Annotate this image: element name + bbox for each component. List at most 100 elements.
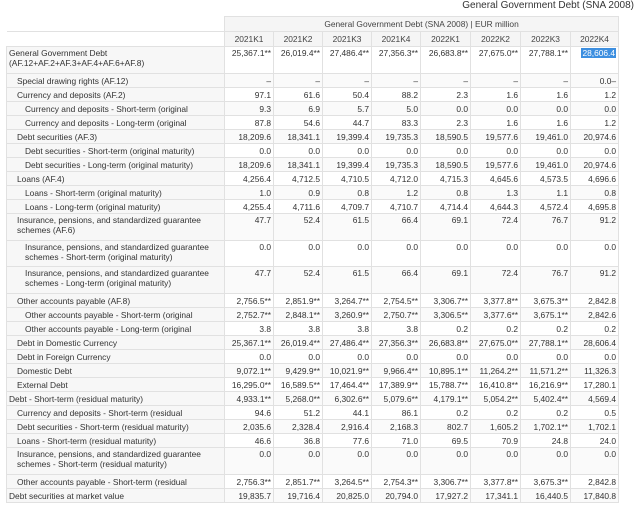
data-cell[interactable]: 0.2: [520, 405, 571, 421]
data-cell[interactable]: 0.2: [420, 405, 471, 421]
data-cell[interactable]: 10,895.1**: [420, 363, 471, 379]
data-cell[interactable]: 0.0–: [569, 72, 620, 88]
data-cell[interactable]: 17,927.2: [420, 487, 471, 503]
data-cell[interactable]: 3,260.9**: [322, 307, 372, 323]
data-cell[interactable]: 17,840.8: [569, 487, 620, 503]
data-cell[interactable]: 0.2: [470, 405, 521, 421]
data-cell[interactable]: 0.0: [322, 239, 372, 268]
data-cell[interactable]: 3,306.5**: [420, 307, 471, 323]
data-cell[interactable]: 94.6: [224, 405, 274, 421]
data-cell[interactable]: 27,788.1**: [520, 335, 571, 351]
data-cell[interactable]: 2,328.4: [273, 419, 323, 435]
data-cell[interactable]: 11,264.2**: [470, 363, 521, 379]
data-cell[interactable]: 5,268.0**: [273, 391, 323, 407]
data-cell[interactable]: 27,675.0**: [470, 46, 521, 74]
data-cell[interactable]: 18,590.5: [420, 128, 471, 144]
data-cell[interactable]: 11,326.3: [569, 363, 620, 379]
data-cell[interactable]: 18,590.5: [420, 156, 471, 172]
data-cell[interactable]: 76.7: [520, 266, 571, 295]
data-cell[interactable]: 87.8: [224, 114, 274, 130]
data-cell[interactable]: 3,264.5**: [322, 473, 372, 489]
data-cell[interactable]: 0.0: [273, 447, 323, 475]
data-cell[interactable]: 91.2: [569, 266, 620, 295]
data-cell[interactable]: 4,712.5: [273, 170, 323, 186]
data-cell[interactable]: 0.0: [520, 100, 571, 116]
data-cell[interactable]: 86.1: [371, 405, 421, 421]
data-cell[interactable]: 71.0: [371, 433, 421, 449]
data-cell[interactable]: 88.2: [371, 86, 421, 102]
data-cell[interactable]: 9,966.4**: [371, 363, 421, 379]
data-cell[interactable]: 4,256.4: [224, 170, 274, 186]
data-cell[interactable]: 0.0: [371, 447, 421, 475]
data-cell[interactable]: 18,341.1: [273, 128, 323, 144]
data-cell[interactable]: –: [420, 72, 471, 88]
data-cell[interactable]: 18,341.1: [273, 156, 323, 172]
data-cell[interactable]: 0.0: [470, 447, 521, 475]
data-cell[interactable]: 4,712.0: [371, 170, 421, 186]
data-cell[interactable]: 3,306.7**: [420, 293, 471, 309]
data-cell[interactable]: 0.0: [224, 447, 274, 475]
data-cell[interactable]: 3,377.8**: [470, 473, 521, 489]
data-cell[interactable]: 28,606.4: [569, 335, 620, 351]
data-cell[interactable]: 16,589.5**: [273, 377, 323, 393]
data-cell[interactable]: 3,675.3**: [520, 293, 571, 309]
data-cell[interactable]: 15,788.7**: [420, 377, 471, 393]
data-cell[interactable]: 5.7: [322, 100, 372, 116]
data-cell[interactable]: 3,675.3**: [520, 473, 571, 489]
data-cell[interactable]: 19,577.6: [470, 128, 521, 144]
data-cell[interactable]: 76.7: [520, 212, 571, 241]
data-cell[interactable]: 0.0: [420, 100, 471, 116]
data-cell[interactable]: 4,711.6: [273, 198, 323, 214]
data-cell[interactable]: 20,974.6: [569, 128, 620, 144]
data-cell[interactable]: 0.0: [420, 239, 471, 268]
data-cell[interactable]: 4,710.7: [371, 198, 421, 214]
data-cell[interactable]: 2,851.9**: [273, 293, 323, 309]
data-cell[interactable]: 83.3: [371, 114, 421, 130]
data-cell[interactable]: 18,209.6: [224, 156, 274, 172]
data-cell[interactable]: 0.0: [470, 349, 521, 365]
data-cell[interactable]: 52.4: [273, 266, 323, 295]
column-header[interactable]: 2022K1: [420, 31, 471, 47]
column-header[interactable]: 2021K3: [322, 31, 372, 47]
data-cell[interactable]: 1.2: [371, 184, 421, 200]
data-cell[interactable]: 27,356.3**: [371, 335, 421, 351]
data-cell[interactable]: 3.8: [273, 321, 323, 337]
data-cell[interactable]: 36.8: [273, 433, 323, 449]
column-header[interactable]: 2021K1: [224, 31, 274, 47]
data-cell[interactable]: 4,573.5: [520, 170, 571, 186]
data-cell[interactable]: 17,464.4**: [322, 377, 372, 393]
data-cell[interactable]: 1.3: [470, 184, 521, 200]
data-cell[interactable]: 66.4: [371, 266, 421, 295]
data-cell[interactable]: 2,916.4: [322, 419, 372, 435]
data-cell[interactable]: 51.2: [273, 405, 323, 421]
data-cell[interactable]: 0.0: [322, 142, 372, 158]
data-cell[interactable]: 1.0: [224, 184, 274, 200]
data-cell[interactable]: –: [322, 72, 372, 88]
data-cell[interactable]: 0.0: [322, 447, 372, 475]
data-cell[interactable]: 16,410.8**: [470, 377, 521, 393]
data-cell[interactable]: 0.0: [470, 142, 521, 158]
data-cell[interactable]: 0.0: [224, 239, 274, 268]
data-cell[interactable]: 1.6: [470, 86, 521, 102]
data-cell[interactable]: 6.9: [273, 100, 323, 116]
data-cell[interactable]: 1.1: [520, 184, 571, 200]
data-cell[interactable]: 2,168.3: [371, 419, 421, 435]
data-cell[interactable]: 26,683.8**: [420, 335, 471, 351]
data-cell[interactable]: 26,019.4**: [273, 46, 323, 74]
data-cell[interactable]: 0.2: [420, 321, 471, 337]
data-cell[interactable]: 28,606.4: [569, 46, 620, 74]
data-cell[interactable]: 25,367.1**: [224, 46, 274, 74]
data-cell[interactable]: 3.8: [371, 321, 421, 337]
data-cell[interactable]: 44.1: [322, 405, 372, 421]
data-cell[interactable]: 2,756.5**: [224, 293, 274, 309]
data-cell[interactable]: 2,851.7**: [273, 473, 323, 489]
data-cell[interactable]: –: [224, 72, 274, 88]
data-cell[interactable]: 0.0: [520, 349, 571, 365]
data-cell[interactable]: 5.0: [371, 100, 421, 116]
data-cell[interactable]: 0.0: [420, 142, 471, 158]
data-cell[interactable]: 0.0: [569, 100, 620, 116]
data-cell[interactable]: 19,577.6: [470, 156, 521, 172]
data-cell[interactable]: 19,716.4: [273, 487, 323, 503]
data-cell[interactable]: 0.0: [371, 239, 421, 268]
data-cell[interactable]: 24.0: [569, 433, 620, 449]
